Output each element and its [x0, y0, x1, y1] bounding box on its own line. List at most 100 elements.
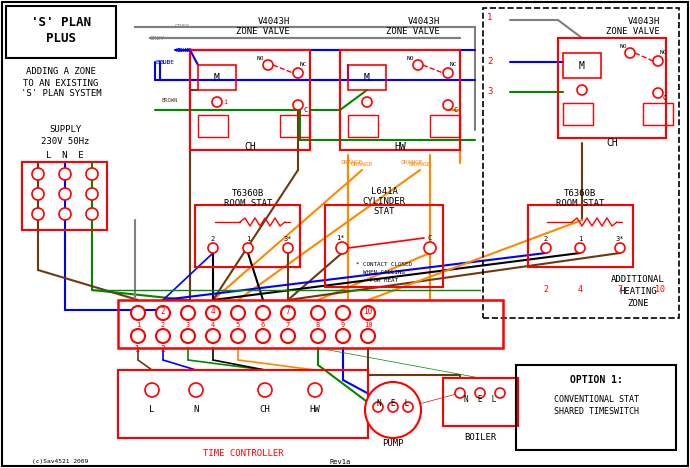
Circle shape: [131, 306, 145, 320]
Text: NC: NC: [659, 51, 667, 56]
Circle shape: [403, 402, 413, 412]
Bar: [516, 365, 676, 450]
Text: 2: 2: [161, 307, 166, 316]
Bar: [22, 162, 107, 230]
Bar: [118, 300, 503, 348]
Text: 6: 6: [261, 322, 265, 328]
Text: WHEN CALLING: WHEN CALLING: [363, 271, 405, 276]
Bar: [483, 8, 679, 318]
Text: BLUE: BLUE: [155, 59, 170, 65]
Circle shape: [361, 306, 375, 320]
Text: 3*: 3*: [284, 236, 293, 242]
Text: NO: NO: [406, 57, 414, 61]
Text: NO: NO: [619, 44, 627, 50]
Text: 1: 1: [136, 322, 140, 328]
Circle shape: [208, 243, 218, 253]
Text: Rev1a: Rev1a: [329, 459, 351, 465]
Bar: [563, 103, 593, 125]
Text: C: C: [454, 107, 458, 113]
Text: N  E  L: N E L: [377, 398, 409, 408]
Circle shape: [32, 208, 44, 220]
Circle shape: [212, 97, 222, 107]
Circle shape: [615, 243, 625, 253]
Text: NO: NO: [256, 57, 264, 61]
Text: V4043H: V4043H: [258, 17, 290, 27]
Text: ZONE VALVE: ZONE VALVE: [236, 28, 290, 37]
Bar: [325, 205, 443, 287]
Circle shape: [293, 68, 303, 78]
Circle shape: [475, 388, 485, 398]
Circle shape: [361, 329, 375, 343]
Text: BLUE: BLUE: [177, 47, 192, 52]
Text: BLUE: BLUE: [160, 59, 175, 65]
Circle shape: [388, 402, 398, 412]
Text: 1: 1: [487, 14, 493, 22]
Bar: [563, 53, 601, 78]
Text: ZONE VALVE: ZONE VALVE: [386, 28, 440, 37]
Text: PLUS: PLUS: [46, 31, 76, 44]
Text: ORANGE: ORANGE: [351, 162, 373, 168]
Text: 3*: 3*: [615, 236, 624, 242]
Circle shape: [308, 383, 322, 397]
Circle shape: [283, 243, 293, 253]
Circle shape: [424, 242, 436, 254]
Text: CONVENTIONAL STAT: CONVENTIONAL STAT: [553, 395, 638, 404]
Text: 4: 4: [210, 307, 215, 316]
Text: 4: 4: [211, 322, 215, 328]
Circle shape: [86, 168, 98, 180]
Text: ZONE VALVE: ZONE VALVE: [607, 28, 660, 37]
Text: GREY: GREY: [175, 24, 190, 29]
Text: T6360B: T6360B: [232, 190, 264, 198]
Circle shape: [263, 60, 273, 70]
Text: BLUE: BLUE: [175, 47, 190, 52]
Text: ORANGE: ORANGE: [401, 161, 423, 166]
Text: 7: 7: [286, 307, 290, 316]
Text: L: L: [149, 405, 155, 415]
Circle shape: [156, 306, 170, 320]
Circle shape: [59, 168, 71, 180]
Text: 5: 5: [236, 322, 240, 328]
Text: C: C: [428, 235, 432, 241]
Text: ADDING A ZONE: ADDING A ZONE: [26, 67, 96, 76]
Text: * CONTACT CLOSED: * CONTACT CLOSED: [356, 263, 412, 268]
Circle shape: [231, 306, 245, 320]
Circle shape: [59, 188, 71, 200]
Text: 4: 4: [578, 285, 582, 294]
Text: SHARED TIMESWITCH: SHARED TIMESWITCH: [553, 408, 638, 417]
Circle shape: [625, 48, 635, 58]
Text: BOILER: BOILER: [464, 432, 496, 441]
Bar: [118, 370, 368, 438]
Bar: [190, 50, 310, 150]
Circle shape: [495, 388, 505, 398]
Circle shape: [281, 329, 295, 343]
Circle shape: [336, 242, 348, 254]
Text: C: C: [663, 95, 667, 101]
Text: 1: 1: [246, 236, 250, 242]
Text: T6360B: T6360B: [564, 190, 596, 198]
Circle shape: [443, 68, 453, 78]
Text: 7: 7: [618, 285, 622, 294]
Circle shape: [653, 56, 663, 66]
Circle shape: [32, 168, 44, 180]
Text: (c)Sav4521 2009: (c)Sav4521 2009: [32, 460, 88, 465]
Bar: [195, 205, 300, 267]
Text: 10: 10: [364, 307, 373, 316]
Text: 1*: 1*: [336, 235, 344, 241]
Text: 'S' PLAN: 'S' PLAN: [31, 15, 91, 29]
Bar: [6, 6, 116, 58]
Circle shape: [443, 100, 453, 110]
Text: ROOM STAT: ROOM STAT: [556, 199, 604, 209]
Bar: [558, 38, 666, 138]
Text: CH: CH: [606, 138, 618, 148]
Text: 8: 8: [316, 322, 320, 328]
Text: M: M: [364, 73, 370, 83]
Circle shape: [256, 306, 270, 320]
Text: HEATING: HEATING: [619, 287, 657, 297]
Circle shape: [336, 306, 350, 320]
Circle shape: [311, 329, 325, 343]
Circle shape: [206, 306, 220, 320]
Text: STAT: STAT: [373, 207, 395, 217]
Bar: [443, 378, 518, 426]
Text: TO AN EXISTING: TO AN EXISTING: [23, 79, 99, 88]
Bar: [528, 205, 633, 267]
